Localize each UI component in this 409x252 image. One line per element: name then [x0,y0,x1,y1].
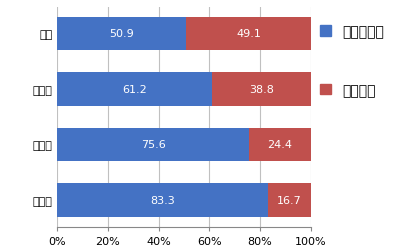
Text: 83.3: 83.3 [151,195,175,205]
Bar [57,18,187,51]
Bar [249,128,311,162]
Text: 49.1: 49.1 [236,29,261,39]
Text: 75.6: 75.6 [141,140,166,150]
Text: 38.8: 38.8 [249,84,274,94]
Text: 61.2: 61.2 [122,84,147,94]
Bar [268,184,311,217]
Legend: 知っている, 知らない: 知っている, 知らない [320,25,384,98]
Text: 16.7: 16.7 [277,195,302,205]
Text: 50.9: 50.9 [110,29,134,39]
Bar [187,18,311,51]
Bar [212,73,311,106]
Text: 24.4: 24.4 [267,140,292,150]
Bar [57,73,212,106]
Bar [57,128,249,162]
Bar [57,184,268,217]
